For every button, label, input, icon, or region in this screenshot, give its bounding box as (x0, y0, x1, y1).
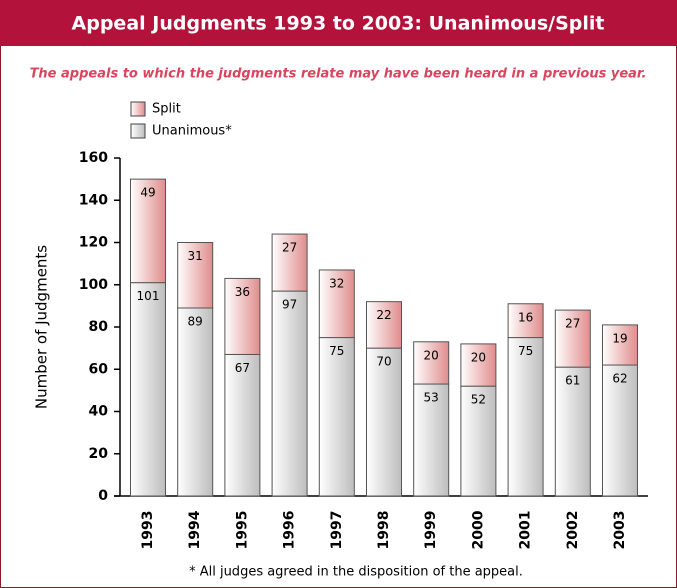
bar-segment (507, 303, 544, 339)
value-label: 32 (329, 276, 344, 290)
value-label: 61 (565, 374, 580, 388)
value-label: 53 (424, 391, 439, 405)
x-tick-label: 1994 (187, 510, 203, 549)
bar-segment (460, 343, 497, 387)
x-tick-label: 2002 (565, 511, 581, 550)
y-tick-label: 160 (79, 150, 108, 166)
legend-label: Split (152, 102, 181, 117)
value-label: 67 (235, 361, 250, 375)
x-tick-label: 1996 (282, 511, 298, 550)
x-tick-label: 1997 (329, 511, 345, 550)
value-label: 52 (471, 393, 486, 407)
value-label: 75 (518, 344, 533, 358)
y-tick-label: 100 (79, 277, 108, 293)
x-tick-label: 1999 (423, 511, 439, 550)
value-label: 22 (376, 308, 391, 322)
bar-segment (460, 385, 497, 497)
value-label: 20 (471, 350, 486, 364)
value-label: 49 (140, 186, 155, 200)
value-label: 89 (188, 314, 203, 328)
value-label: 62 (612, 372, 627, 386)
bar-segment (130, 178, 166, 284)
y-tick-label: 20 (89, 446, 109, 462)
value-label: 101 (137, 289, 160, 303)
bar-segment (413, 383, 450, 497)
bar-segment (271, 290, 308, 497)
value-label: 31 (188, 249, 203, 263)
x-tick-label: 1993 (140, 511, 156, 550)
value-label: 27 (565, 317, 580, 331)
bar-segment (602, 324, 638, 366)
bar-segment (318, 269, 355, 339)
bar-segment (130, 282, 166, 497)
bar-segment (177, 242, 214, 309)
bar-segment (507, 337, 544, 497)
x-tick-label: 2001 (518, 511, 534, 550)
x-tick-label: 2000 (470, 510, 486, 549)
y-tick-label: 80 (89, 319, 109, 335)
subtitle: The appeals to which the judgments relat… (30, 67, 647, 82)
y-tick-label: 40 (89, 404, 109, 420)
value-label: 75 (329, 344, 344, 358)
value-label: 36 (235, 285, 250, 299)
x-tick-label: 2003 (612, 511, 628, 550)
value-label: 97 (282, 298, 297, 312)
value-label: 19 (612, 331, 627, 345)
bar-segment (554, 309, 591, 368)
header-band (0, 0, 677, 46)
bar-segment (271, 233, 308, 292)
y-axis-label: Number of Judgments (33, 245, 51, 409)
y-tick-label: 120 (79, 235, 108, 251)
bar-segment (318, 337, 355, 497)
x-tick-label: 1995 (234, 511, 250, 550)
bar-segment (366, 301, 402, 349)
value-label: 70 (376, 355, 391, 369)
bar-segment (366, 347, 402, 497)
chart-title: Appeal Judgments 1993 to 2003: Unanimous… (72, 13, 605, 35)
value-label: 16 (518, 310, 533, 324)
y-tick-label: 140 (79, 192, 108, 208)
value-label: 20 (424, 348, 439, 362)
legend-swatch (130, 123, 146, 139)
footnote: * All judges agreed in the disposition o… (189, 565, 523, 580)
legend-label: Unanimous* (152, 124, 232, 139)
bar-segment (602, 364, 638, 497)
legend-swatch (130, 101, 146, 117)
y-tick-label: 60 (89, 361, 109, 377)
bar-segment (224, 353, 261, 497)
x-tick-label: 1998 (376, 511, 392, 550)
y-tick-label: 0 (98, 488, 108, 504)
bar-segment (224, 277, 261, 355)
value-label: 27 (282, 241, 297, 255)
bar-segment (413, 341, 450, 385)
bar-segment (177, 307, 214, 497)
bar-segment (554, 366, 591, 497)
